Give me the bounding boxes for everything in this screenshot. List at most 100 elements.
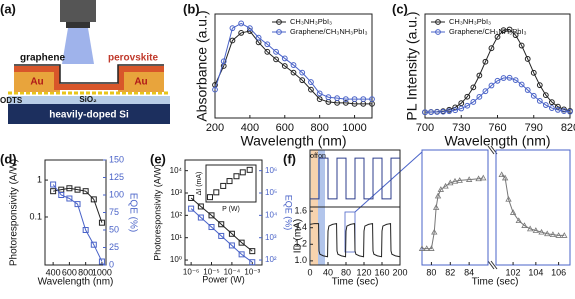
chart: 700 730 760 790 820 Wavelength (nm) PL Intensi… xyxy=(404,11,575,148)
data-point xyxy=(369,96,375,102)
data-point xyxy=(524,56,531,62)
data-point xyxy=(351,96,358,102)
data-point xyxy=(555,232,562,238)
data-point xyxy=(246,25,253,32)
data-point xyxy=(188,205,195,212)
x-tick-label: 820 xyxy=(561,122,575,134)
data-point xyxy=(536,82,543,89)
data-point xyxy=(50,181,57,188)
x-tick-label: 160 xyxy=(374,267,389,277)
series-line xyxy=(214,30,372,105)
plot-frame xyxy=(184,159,263,266)
data-point xyxy=(518,81,525,88)
y2-axis-label: EQE (%) xyxy=(127,193,138,232)
objective-tip xyxy=(66,22,90,28)
data-point xyxy=(458,100,465,107)
data-point xyxy=(229,37,236,44)
data-point xyxy=(281,63,288,69)
x-tick-label: 200 xyxy=(392,267,407,277)
data-point xyxy=(233,173,240,180)
panel-label: (c) xyxy=(392,1,408,16)
data-point xyxy=(447,179,454,186)
data-point xyxy=(470,84,477,91)
data-point xyxy=(509,209,517,215)
x-tick-label: 600 xyxy=(276,122,294,134)
data-point xyxy=(482,58,489,65)
series-line xyxy=(52,184,103,262)
data-point xyxy=(442,182,449,189)
data-point xyxy=(334,95,341,102)
data-point xyxy=(498,171,505,178)
data-point xyxy=(555,103,561,110)
y-axis-label: Photoresponsivity (A/W) xyxy=(9,159,20,266)
data-point xyxy=(90,196,97,203)
x-tick-label: 10⁻⁴ xyxy=(224,267,241,276)
data-point xyxy=(66,195,73,202)
data-point xyxy=(74,201,81,208)
data-point xyxy=(464,93,471,100)
annotation: off xyxy=(310,153,318,160)
data-point xyxy=(316,96,323,102)
x-tick-label: 790 xyxy=(525,122,543,134)
plot-frame xyxy=(309,206,401,266)
data-point xyxy=(548,105,555,111)
perovskite-label: perovskite xyxy=(108,53,158,64)
au-label: Au xyxy=(30,77,43,88)
sio2-layer xyxy=(8,96,170,104)
x-tick-label: 400 xyxy=(241,122,259,134)
data-point xyxy=(218,221,225,228)
data-point xyxy=(536,97,543,104)
data-point xyxy=(226,178,233,185)
y-axis-label: PL Intensity (a.u.) xyxy=(404,11,420,120)
x-tick-label: 80 xyxy=(426,267,436,277)
data-point xyxy=(299,69,306,76)
graphene-label: graphene xyxy=(20,53,65,64)
data-point xyxy=(432,204,440,210)
x-tick-label: 10⁻⁵ xyxy=(203,267,219,276)
data-point xyxy=(549,231,557,238)
chart: P (W) ΔI (mA) xyxy=(196,164,257,213)
objective xyxy=(60,0,96,22)
y-tick-label: 1.4 xyxy=(294,222,307,232)
data-point xyxy=(561,108,567,114)
x-tick-label: 400 xyxy=(46,267,61,277)
x-axis-label: Time (sec) xyxy=(332,277,379,288)
data-point xyxy=(512,77,519,83)
panel-label: (d) xyxy=(0,151,17,166)
x-tick-label: 760 xyxy=(488,122,506,134)
sio2-label: SiO₂ xyxy=(79,95,97,104)
y-tick-label: 10⁴ xyxy=(170,166,183,175)
data-point xyxy=(255,34,262,41)
plot-frame xyxy=(44,159,107,266)
axis-break xyxy=(487,145,495,155)
data-point xyxy=(308,86,314,93)
x-axis-label: Power (W) xyxy=(202,275,245,285)
data-point xyxy=(290,62,297,68)
data-point xyxy=(239,169,246,176)
y-tick-label: 10⁰ xyxy=(170,255,182,264)
data-point xyxy=(290,69,297,76)
data-point xyxy=(530,92,537,99)
x-tick-label: 700 xyxy=(416,122,434,134)
data-point xyxy=(548,99,555,106)
data-point xyxy=(428,245,435,251)
data-point xyxy=(482,88,489,95)
y-tick-label: 1.2 xyxy=(294,239,307,249)
y-tick-label: 1 xyxy=(37,174,42,184)
panel-label: (e) xyxy=(150,151,166,166)
x-tick-label: 82 xyxy=(445,267,455,277)
data-point xyxy=(494,77,501,84)
data-point xyxy=(238,20,245,27)
x-axis-label: Wavelength (nm) xyxy=(444,133,550,149)
data-point xyxy=(428,109,434,116)
data-point xyxy=(208,212,215,219)
plot-frame xyxy=(421,149,489,266)
series-line xyxy=(190,208,253,263)
data-point xyxy=(452,107,459,114)
graphene-layer xyxy=(14,64,164,84)
data-point xyxy=(494,33,501,40)
data-point xyxy=(273,56,279,63)
data-point xyxy=(475,175,482,182)
data-point xyxy=(561,232,568,238)
